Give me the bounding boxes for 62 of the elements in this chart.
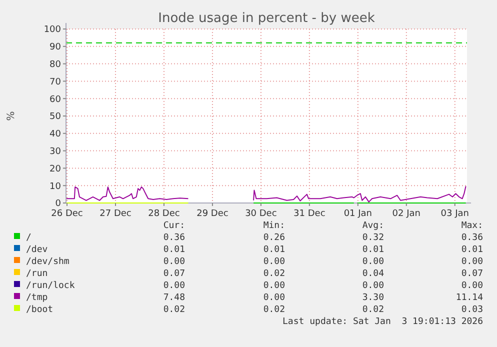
text: 0.00 <box>163 281 185 291</box>
text: Max: <box>461 221 483 231</box>
text: 0.00 <box>362 257 384 267</box>
y-tick-label: 60 <box>50 94 62 105</box>
text: 0.01 <box>263 245 285 255</box>
text: 0.00 <box>263 281 285 291</box>
legend-label: /dev/shm <box>26 257 70 267</box>
text: 11.14 <box>456 293 483 303</box>
x-tick-label: 01 Jan <box>344 209 372 219</box>
text: 0.00 <box>362 281 384 291</box>
text: 0.03 <box>461 305 483 315</box>
text: 7.48 <box>163 293 185 303</box>
text: 0.32 <box>362 233 384 243</box>
y-tick-label: 20 <box>50 164 62 174</box>
y-tick-label: 10 <box>50 182 62 192</box>
x-tick-label: 02 Jan <box>392 209 420 219</box>
text: 0.36 <box>163 233 185 243</box>
x-tick-label: 26 Dec <box>51 209 83 219</box>
text: 0.07 <box>163 269 185 279</box>
text: 0.02 <box>263 269 285 279</box>
y-tick-label: 100 <box>44 25 62 36</box>
legend-label: /tmp <box>26 293 48 303</box>
text: 0.01 <box>362 245 384 255</box>
text: 0.04 <box>362 269 384 279</box>
x-tick-label: 31 Dec <box>294 209 326 219</box>
legend-label: /boot <box>26 305 54 315</box>
text: 0.00 <box>163 257 185 267</box>
legend-label: /run <box>26 269 48 279</box>
text: 0.00 <box>461 257 483 267</box>
legend-label: /dev <box>26 245 48 255</box>
x-tick-label: 29 Dec <box>196 209 228 219</box>
text: Cur: <box>163 221 185 231</box>
text: 0.02 <box>263 305 285 315</box>
legend-label: /run/lock <box>26 281 76 291</box>
y-tick-label: 90 <box>50 42 62 53</box>
text: 3.30 <box>362 293 384 303</box>
text: 0.01 <box>163 245 185 255</box>
y-tick-label: 80 <box>50 60 62 70</box>
text: 0.00 <box>461 281 483 291</box>
y-tick-label: 30 <box>50 146 62 157</box>
y-tick-label: 40 <box>50 130 62 140</box>
y-tick-label: 50 <box>50 112 62 122</box>
text: 0.02 <box>362 305 384 315</box>
y-axis-title: % <box>6 111 17 121</box>
x-tick-label: 03 Jan <box>440 209 469 219</box>
legend-label: / <box>26 233 32 243</box>
text: 0.07 <box>461 269 483 279</box>
text: Avg: <box>362 221 384 231</box>
x-tick-label: 30 Dec <box>245 209 277 219</box>
y-tick-label: 70 <box>50 77 62 88</box>
chart-title: Inode usage in percent - by week <box>158 11 376 26</box>
text: Min: <box>263 221 285 231</box>
text: 0.26 <box>263 233 285 243</box>
text: 0.01 <box>461 245 483 255</box>
x-tick-label: 27 Dec <box>100 209 132 219</box>
text: 0.36 <box>461 233 483 243</box>
x-tick-label: 28 Dec <box>148 209 180 219</box>
text: 0.02 <box>163 305 185 315</box>
text: 0.00 <box>263 293 285 303</box>
text: Last update: Sat Jan 3 19:01:13 2026 <box>282 317 483 327</box>
y-tick-label: 0 <box>55 199 62 210</box>
text: 0.00 <box>263 257 285 267</box>
